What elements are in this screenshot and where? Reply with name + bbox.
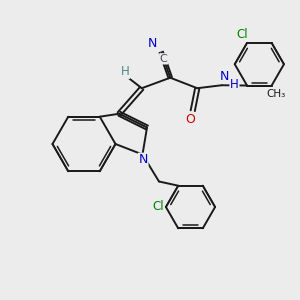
Text: Cl: Cl bbox=[237, 28, 248, 41]
Text: N: N bbox=[138, 153, 148, 167]
Text: C: C bbox=[160, 54, 167, 64]
Text: N: N bbox=[148, 37, 158, 50]
Text: O: O bbox=[185, 112, 195, 126]
Text: H: H bbox=[230, 78, 239, 91]
Text: N: N bbox=[220, 70, 229, 83]
Text: CH₃: CH₃ bbox=[266, 89, 286, 99]
Text: H: H bbox=[121, 65, 130, 78]
Text: Cl: Cl bbox=[153, 200, 164, 214]
